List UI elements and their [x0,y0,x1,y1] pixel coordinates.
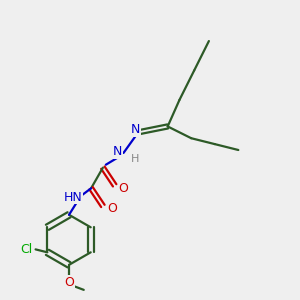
Text: O: O [118,182,128,195]
Text: H: H [131,154,140,164]
Text: Cl: Cl [21,243,33,256]
Text: O: O [64,276,74,289]
Text: N: N [130,123,140,136]
Text: O: O [107,202,117,215]
Text: N: N [113,145,122,158]
Text: HN: HN [64,190,83,204]
